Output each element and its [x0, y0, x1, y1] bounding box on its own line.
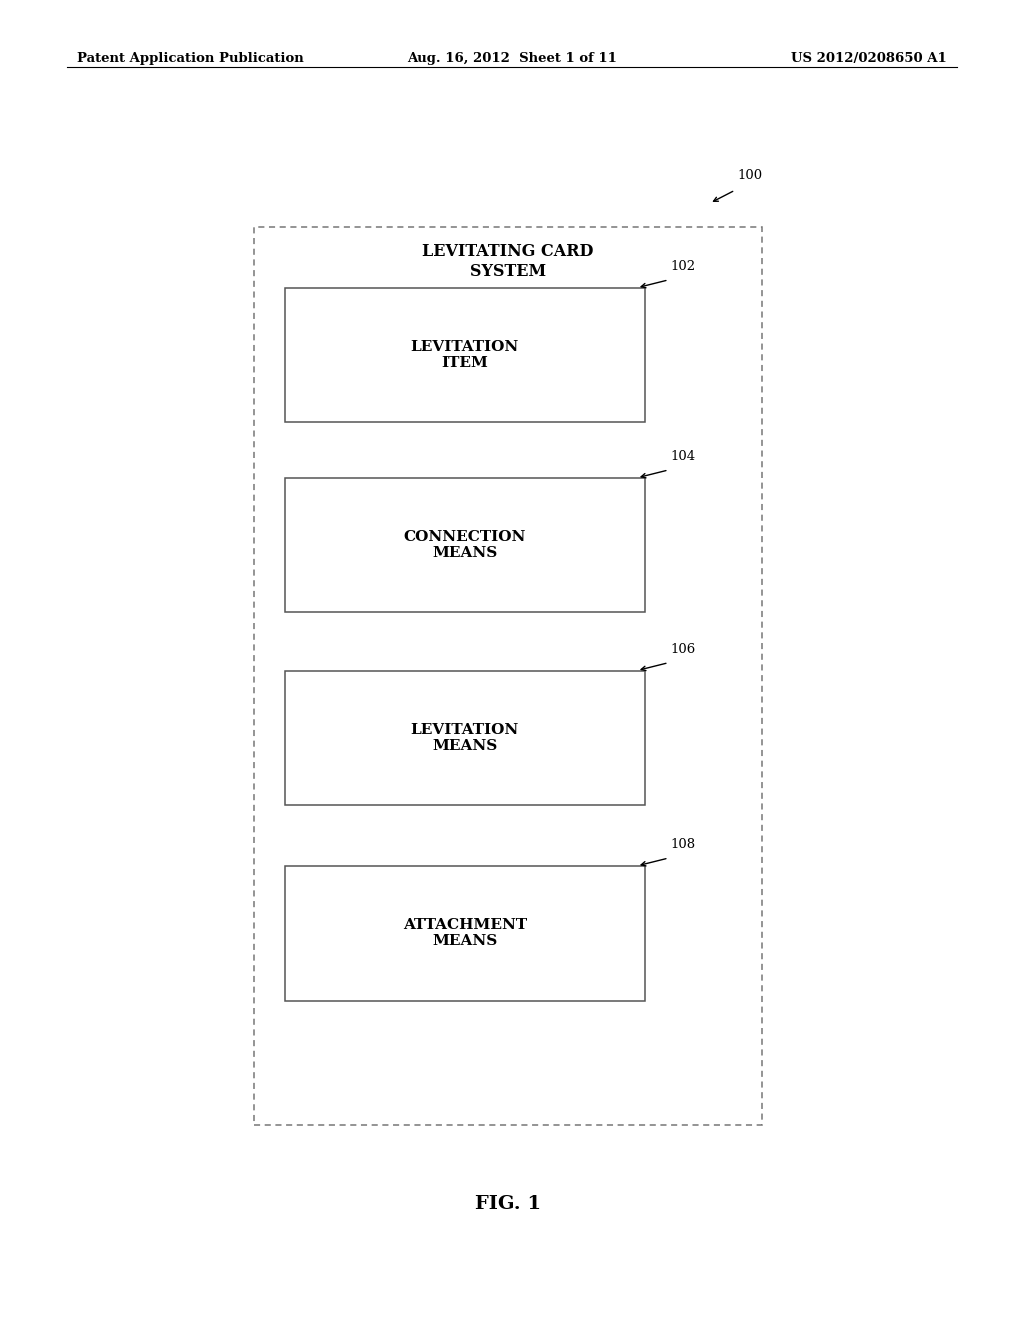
- Text: LEVITATION
ITEM: LEVITATION ITEM: [411, 341, 519, 370]
- Text: LEVITATION
MEANS: LEVITATION MEANS: [411, 723, 519, 752]
- Text: CONNECTION
MEANS: CONNECTION MEANS: [403, 531, 526, 560]
- Bar: [285, 671, 645, 805]
- Text: 100: 100: [737, 169, 763, 182]
- Bar: [285, 288, 645, 422]
- Text: FIG. 1: FIG. 1: [475, 1195, 541, 1213]
- Text: ATTACHMENT
MEANS: ATTACHMENT MEANS: [402, 919, 527, 948]
- Bar: [254, 227, 762, 1125]
- Text: 104: 104: [671, 450, 696, 463]
- Text: Patent Application Publication: Patent Application Publication: [77, 53, 303, 65]
- Text: LEVITATING CARD
SYSTEM: LEVITATING CARD SYSTEM: [422, 243, 594, 280]
- Bar: [285, 478, 645, 612]
- Text: 102: 102: [671, 260, 696, 273]
- Text: Aug. 16, 2012  Sheet 1 of 11: Aug. 16, 2012 Sheet 1 of 11: [408, 53, 616, 65]
- Bar: [285, 866, 645, 1001]
- Text: 108: 108: [671, 838, 696, 851]
- Text: US 2012/0208650 A1: US 2012/0208650 A1: [792, 53, 947, 65]
- Text: 106: 106: [671, 643, 696, 656]
